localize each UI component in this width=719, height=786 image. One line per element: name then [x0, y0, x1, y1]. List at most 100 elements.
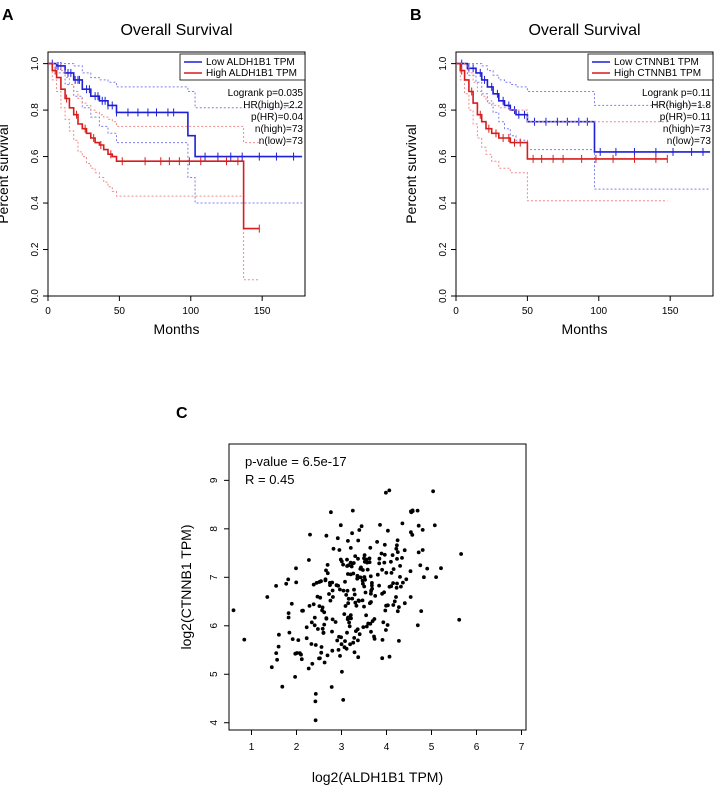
scatter-point: [431, 489, 435, 494]
scatter-point: [344, 593, 349, 597]
scatter-point: [389, 584, 394, 589]
stat-text: n(low)=73: [667, 136, 712, 147]
scatter-point: [328, 598, 333, 603]
scatter-point: [307, 604, 312, 608]
y-tick-label: 8: [209, 526, 220, 532]
scatter-point: [353, 600, 358, 605]
scatter-point: [325, 563, 330, 567]
scatter-point: [363, 590, 368, 595]
scatter-point: [358, 575, 363, 580]
x-tick-label: 4: [384, 742, 390, 753]
scatter-point: [394, 595, 398, 599]
scatter-point: [346, 572, 350, 576]
scatter-point: [397, 605, 401, 609]
scatter-point: [392, 599, 397, 604]
legend-label: Low ALDH1B1 TPM: [206, 57, 295, 68]
scatter-point: [334, 583, 339, 588]
scatter-point: [362, 553, 367, 557]
x-tick-label: 6: [474, 742, 480, 753]
scatter-point: [399, 584, 403, 589]
scatter-point: [275, 657, 279, 662]
scatter-point: [395, 550, 400, 554]
scatter-point: [231, 608, 236, 613]
scatter-point: [338, 587, 342, 592]
y-tick-label: 0.6: [30, 149, 41, 163]
scatter-point: [327, 592, 331, 596]
scatter-point: [369, 591, 373, 596]
scatter-point: [322, 660, 327, 665]
panel-letter-b: B: [410, 7, 422, 24]
scatter-point: [318, 656, 322, 661]
scatter-point: [395, 581, 399, 586]
scatter-point: [346, 539, 350, 543]
scatter-point: [344, 646, 349, 651]
scatter-point: [362, 575, 367, 579]
scatter-point: [269, 665, 274, 670]
y-tick-label: 0.8: [30, 103, 41, 117]
scatter-point: [343, 579, 347, 584]
stat-text: HR(high)=2.2: [243, 100, 303, 111]
scatter-point: [380, 567, 384, 572]
scatter-point: [330, 588, 335, 593]
y-tick-label: 0.4: [30, 196, 41, 210]
scatter-point: [370, 581, 374, 585]
scatter-point: [345, 588, 350, 593]
scatter-point: [384, 603, 388, 608]
scatter-point: [351, 561, 356, 565]
scatter-point: [289, 601, 294, 606]
scatter-point: [391, 603, 396, 607]
scatter-point: [349, 616, 353, 621]
scatter-point: [323, 578, 328, 583]
scatter-point: [351, 571, 356, 576]
scatter-point: [419, 609, 424, 613]
scatter-point: [304, 636, 309, 641]
stat-text: p(HR)=0.04: [251, 112, 303, 123]
scatter-point: [420, 548, 425, 552]
scatter-point: [352, 587, 356, 592]
y-tick-label: 0.0: [438, 289, 449, 303]
x-tick-label: 3: [339, 742, 345, 753]
scatter-point: [286, 615, 291, 620]
scatter-point: [313, 643, 318, 647]
scatter-point: [320, 626, 325, 631]
scatter-point: [346, 601, 351, 606]
y-axis-label: Percent survival: [403, 124, 419, 224]
scatter-point: [321, 630, 326, 635]
scatter-point: [383, 608, 388, 613]
scatter-point: [348, 546, 353, 550]
ci-lower-low: [48, 63, 303, 204]
scatter-point: [331, 546, 336, 551]
scatter-point: [395, 557, 399, 561]
stat-text: HR(high)=1.8: [651, 100, 711, 111]
scatter-point: [313, 718, 318, 723]
scatter-point: [372, 617, 377, 621]
x-tick-label: 7: [519, 742, 525, 753]
scatter-point: [366, 621, 371, 626]
scatter-point: [379, 551, 384, 556]
scatter-point: [316, 627, 320, 631]
scatter-point: [324, 616, 329, 620]
scatter-point: [354, 629, 358, 633]
scatter-point: [378, 523, 382, 527]
scatter-point: [404, 577, 409, 582]
scatter-point: [274, 651, 279, 655]
scatter-point: [391, 581, 395, 585]
y-axis-label: Percent survival: [0, 124, 11, 224]
scatter-point: [348, 613, 353, 617]
scatter-point: [287, 630, 292, 635]
x-tick-label: 0: [453, 306, 459, 317]
y-tick-label: 0.2: [30, 242, 41, 256]
scatter-point: [308, 532, 312, 537]
scatter-point: [330, 629, 334, 634]
scatter-point: [355, 576, 360, 581]
scatter-point: [345, 564, 349, 568]
scatter-point: [265, 595, 270, 599]
scatter-point: [329, 510, 333, 515]
scatter-point: [311, 582, 316, 587]
stat-text: n(high)=73: [255, 124, 304, 135]
scatter-point: [351, 640, 356, 645]
scatter-point: [348, 642, 352, 647]
scatter-point: [398, 575, 402, 579]
scatter-point: [389, 559, 393, 564]
scatter-point: [298, 651, 302, 656]
